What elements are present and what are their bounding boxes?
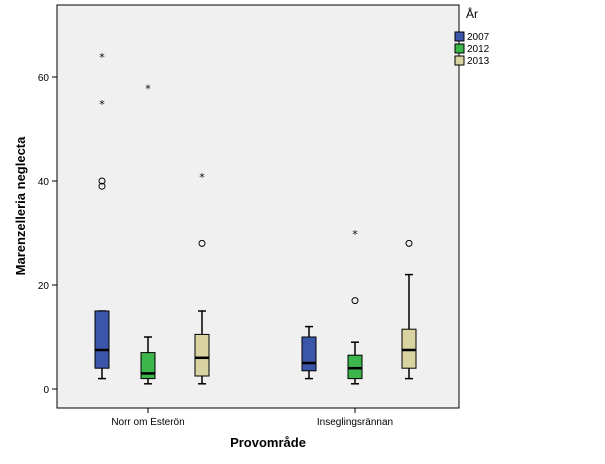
extreme-point: * [199, 171, 205, 184]
iqr-box [401, 328, 417, 369]
box-2012-0: * [140, 82, 156, 385]
y-tick-label: 0 [43, 385, 49, 396]
y-axis-title: Marenzelleria neglecta [13, 136, 28, 275]
outlier-point [405, 239, 413, 247]
box-2013-0: * [194, 171, 210, 385]
legend-title: År [466, 6, 478, 21]
y-tick-label: 20 [38, 281, 50, 292]
outlier-point [98, 182, 106, 190]
box-2007-0: ** [94, 51, 110, 380]
iqr-box [347, 354, 363, 380]
plot-area [56, 4, 460, 409]
extreme-point: * [145, 82, 151, 95]
legend-label-2013: 2013 [467, 56, 490, 67]
outlier-point [351, 297, 359, 305]
iqr-box [94, 310, 110, 369]
box-2007-1 [301, 325, 317, 380]
outlier-point [98, 177, 106, 185]
extreme-point: * [99, 51, 105, 64]
x-tick-label: Inseglingsrännan [317, 417, 393, 428]
extreme-point: * [99, 98, 105, 111]
iqr-box [194, 333, 210, 377]
box-2013-1 [401, 239, 417, 380]
outlier-point [198, 239, 206, 247]
iqr-box [140, 352, 156, 380]
x-tick-label: Norr om Esterön [111, 417, 184, 428]
legend-label-2012: 2012 [467, 44, 490, 55]
extreme-point: * [352, 228, 358, 241]
y-tick-label: 40 [38, 177, 50, 188]
box-2012-1: * [347, 228, 363, 385]
legend-swatch-2012 [454, 43, 465, 54]
x-axis-title: Provområde [230, 435, 306, 450]
y-tick-label: 60 [38, 73, 50, 84]
legend-swatch-2013 [454, 55, 465, 66]
legend-label-2007: 2007 [467, 32, 490, 43]
legend-swatch-2007 [454, 31, 465, 42]
iqr-box [301, 336, 317, 372]
